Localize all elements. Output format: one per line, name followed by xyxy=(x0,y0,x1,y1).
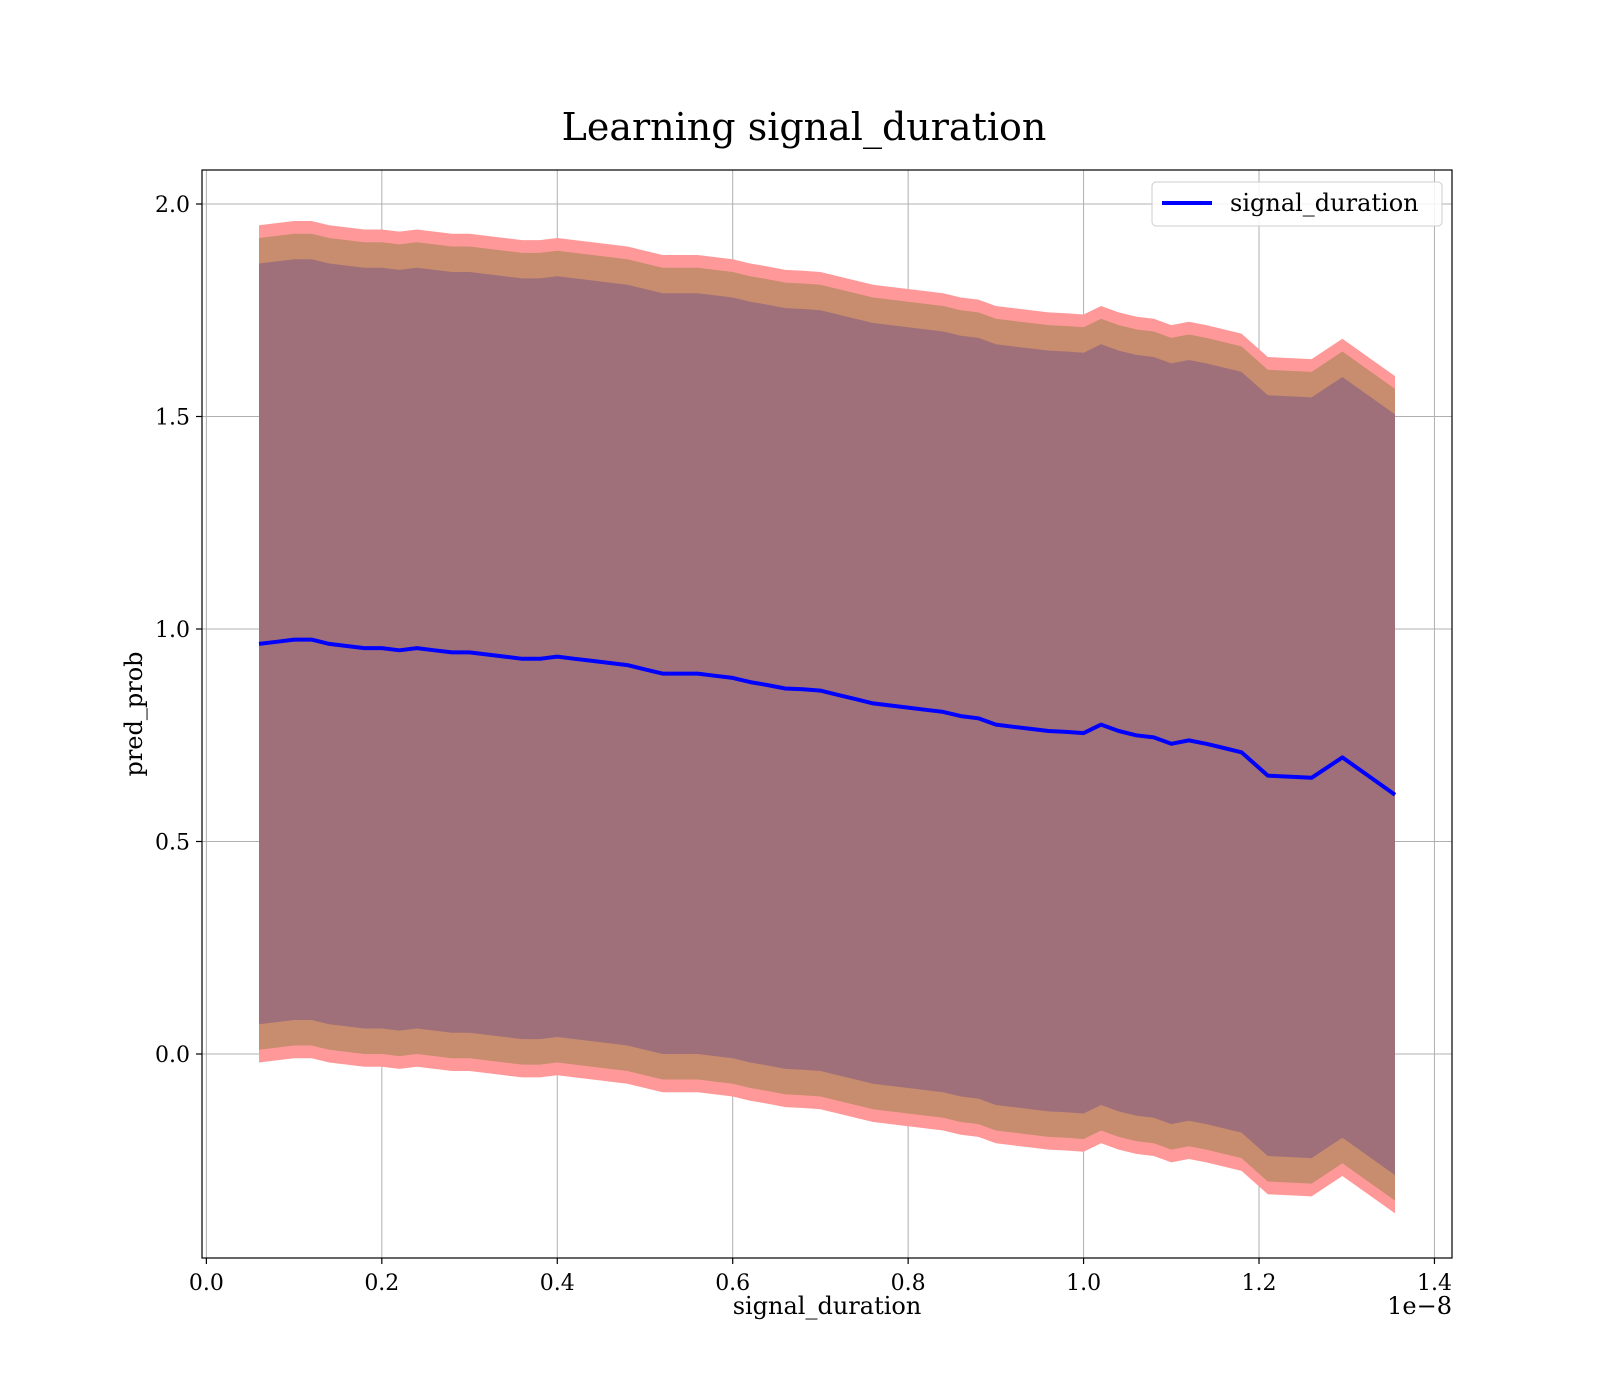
x-tick-label: 0.4 xyxy=(540,1271,575,1296)
x-tick-label: 0.6 xyxy=(715,1271,750,1296)
x-axis-ticks: 0.0 0.2 0.4 0.6 0.8 1.0 1.2 1.4 xyxy=(189,1258,1452,1296)
y-tick-label: 0.0 xyxy=(155,1043,190,1068)
legend: signal_duration xyxy=(1151,181,1443,227)
y-axis-ticks: 0.0 0.5 1.0 1.5 2.0 xyxy=(155,193,202,1068)
y-tick-label: 0.5 xyxy=(155,831,190,856)
x-axis-label: signal_duration xyxy=(733,1292,922,1320)
x-tick-label: 1.2 xyxy=(1242,1271,1277,1296)
plot-frame xyxy=(201,169,1453,1259)
x-tick-label: 0.8 xyxy=(891,1271,926,1296)
legend-label-signal-duration: signal_duration xyxy=(1230,189,1419,217)
legend-box xyxy=(1151,181,1443,227)
x-tick-label: 1.4 xyxy=(1417,1271,1452,1296)
y-tick-label: 2.0 xyxy=(155,193,190,218)
uncertainty-band-3 xyxy=(259,259,1395,1176)
series-lines xyxy=(258,637,1397,797)
chart-title: Learning signal_duration xyxy=(562,105,1047,150)
y-tick-label: 1.5 xyxy=(155,406,190,431)
y-tick-label: 1.0 xyxy=(155,618,190,643)
x-tick-label: 0.0 xyxy=(189,1271,224,1296)
x-tick-label: 0.2 xyxy=(364,1271,399,1296)
y-axis-label: pred_prob xyxy=(120,651,148,776)
x-axis-offset-label: 1e−8 xyxy=(1387,1292,1452,1320)
x-tick-label: 1.0 xyxy=(1066,1271,1101,1296)
uncertainty-bands xyxy=(259,221,1395,1214)
series-line-signal-duration xyxy=(258,637,1397,797)
